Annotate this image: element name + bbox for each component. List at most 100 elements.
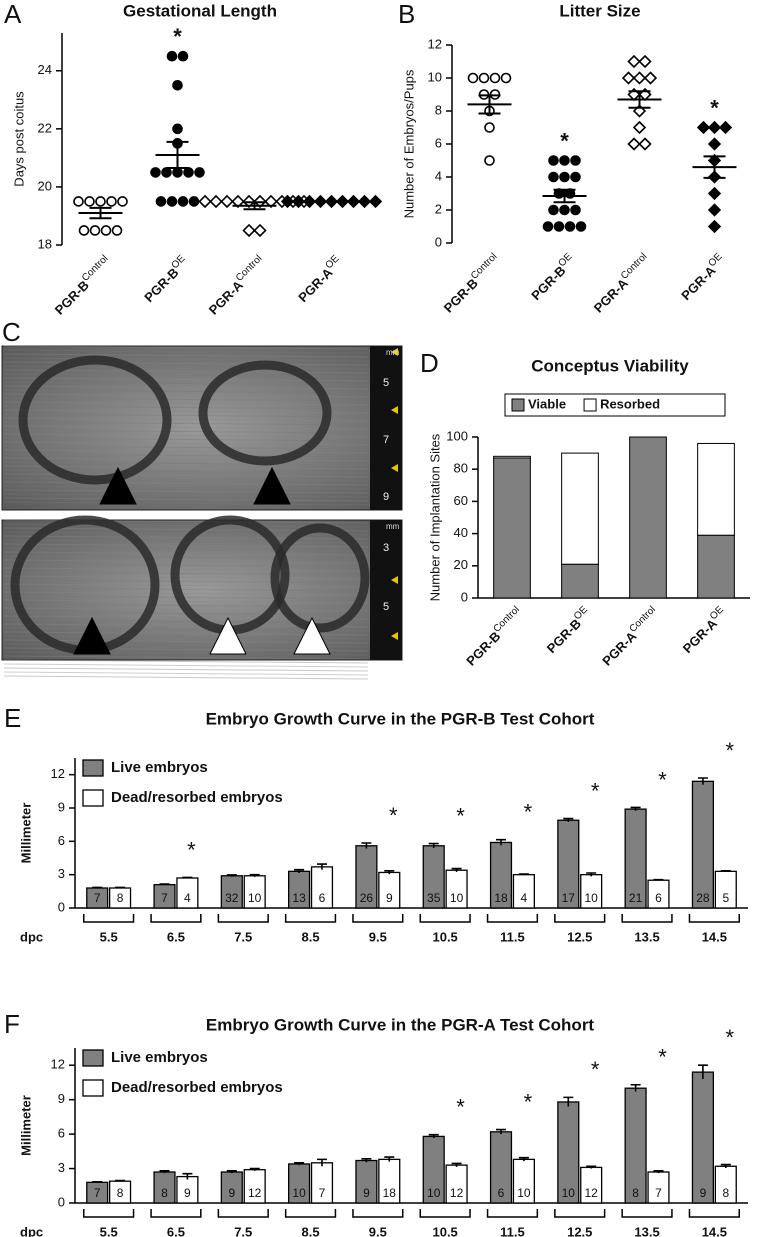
data-point xyxy=(368,194,383,209)
error-bar xyxy=(226,1170,237,1174)
sem-bar xyxy=(628,90,651,109)
group-bracket xyxy=(486,914,539,923)
data-point xyxy=(357,194,372,209)
count-label: 8 xyxy=(117,891,124,905)
group-bracket xyxy=(688,914,740,923)
error-bar xyxy=(518,873,529,876)
error-bar xyxy=(182,876,193,879)
data-point xyxy=(696,120,711,135)
embryo-ring xyxy=(198,360,332,466)
group-bracket xyxy=(486,1209,539,1218)
count-label: 26 xyxy=(360,891,374,905)
data-point xyxy=(643,71,658,85)
texture xyxy=(3,481,369,486)
data-point xyxy=(707,137,722,151)
count-label: 8 xyxy=(722,1186,729,1200)
scale-label: 3 xyxy=(383,542,389,554)
y-tick-label: 3 xyxy=(58,1160,65,1175)
texture xyxy=(3,555,369,560)
y-axis-label: Millimeter xyxy=(18,1095,33,1156)
bar-segment xyxy=(697,442,735,536)
texture xyxy=(3,421,369,426)
error-bar xyxy=(316,863,327,870)
significance-asterisk: * xyxy=(658,1045,667,1070)
count-label: 7 xyxy=(319,1186,326,1200)
count-label: 18 xyxy=(494,891,508,905)
x-tick-label: 10.5 xyxy=(432,929,457,944)
texture xyxy=(3,405,369,410)
data-point xyxy=(166,196,178,207)
panel-letter: B xyxy=(398,0,415,29)
count-label: 8 xyxy=(117,1186,124,1200)
texture xyxy=(3,381,369,386)
significance-asterisk: * xyxy=(591,778,600,803)
data-point xyxy=(707,120,722,135)
scale-unit: mm xyxy=(386,348,400,357)
texture xyxy=(3,587,369,592)
count-label: 5 xyxy=(722,891,729,905)
error-bar xyxy=(586,872,597,877)
data-point xyxy=(291,194,306,209)
error-bar xyxy=(294,868,305,873)
data-point xyxy=(188,196,200,207)
x-tick-label: 12.5 xyxy=(567,929,592,944)
count-label: 10 xyxy=(427,1186,441,1200)
significance-asterisk: * xyxy=(187,837,196,862)
scale-marker xyxy=(391,348,398,356)
data-point xyxy=(707,203,722,217)
data-point xyxy=(264,194,278,209)
data-point xyxy=(95,196,106,207)
category-superscript: Control xyxy=(469,251,500,282)
y-tick-label: 6 xyxy=(435,135,442,150)
texture xyxy=(3,349,369,354)
x-tick-label: 8.5 xyxy=(302,1224,320,1237)
chart-title: Embryo Growth Curve in the PGR-A Test Co… xyxy=(206,1015,595,1034)
error-bar xyxy=(496,1128,507,1135)
count-label: 35 xyxy=(427,891,441,905)
embryo-ring xyxy=(270,523,370,633)
y-tick-label: 6 xyxy=(58,833,65,848)
count-label: 10 xyxy=(248,891,262,905)
count-label: 12 xyxy=(450,1186,464,1200)
group-bracket xyxy=(352,1209,404,1218)
error-bar xyxy=(249,1167,260,1171)
data-point xyxy=(242,223,256,238)
count-label: 7 xyxy=(161,891,168,905)
data-point xyxy=(559,171,570,183)
sem-bar xyxy=(243,201,266,211)
y-axis-label: Number of Implantation Sites xyxy=(427,433,442,601)
x-tick-label: PGR-AControl xyxy=(598,604,663,669)
y-tick-label: 24 xyxy=(38,62,52,77)
sem-bar xyxy=(553,188,576,204)
arrowhead xyxy=(293,616,331,655)
y-axis-label: Days post coitus xyxy=(11,91,26,187)
count-label: 9 xyxy=(386,891,393,905)
error-bar xyxy=(182,1172,193,1180)
x-axis-label: dpc xyxy=(20,1224,43,1237)
legend-swatch xyxy=(82,789,104,807)
texture xyxy=(3,667,369,672)
texture xyxy=(3,457,369,462)
data-point xyxy=(548,204,559,216)
data-point xyxy=(198,194,212,209)
texture xyxy=(3,559,369,564)
data-point xyxy=(172,79,183,91)
texture xyxy=(3,385,369,390)
y-tick-label: 0 xyxy=(435,234,442,249)
count-label: 9 xyxy=(184,1186,191,1200)
texture xyxy=(3,409,369,414)
group-bracket xyxy=(217,1209,269,1218)
error-bar xyxy=(159,883,170,886)
data-point xyxy=(172,123,183,135)
group-bracket xyxy=(621,914,673,923)
sem-bar xyxy=(89,206,112,220)
count-label: 7 xyxy=(94,891,101,905)
arrowhead xyxy=(253,466,291,505)
group-bracket xyxy=(621,1209,673,1218)
scale-label: 9 xyxy=(383,491,389,503)
chart-title: Litter Size xyxy=(559,1,640,20)
error-bar xyxy=(518,1156,529,1162)
group-bracket xyxy=(284,914,337,923)
arrowhead xyxy=(99,466,137,505)
texture xyxy=(3,615,369,620)
